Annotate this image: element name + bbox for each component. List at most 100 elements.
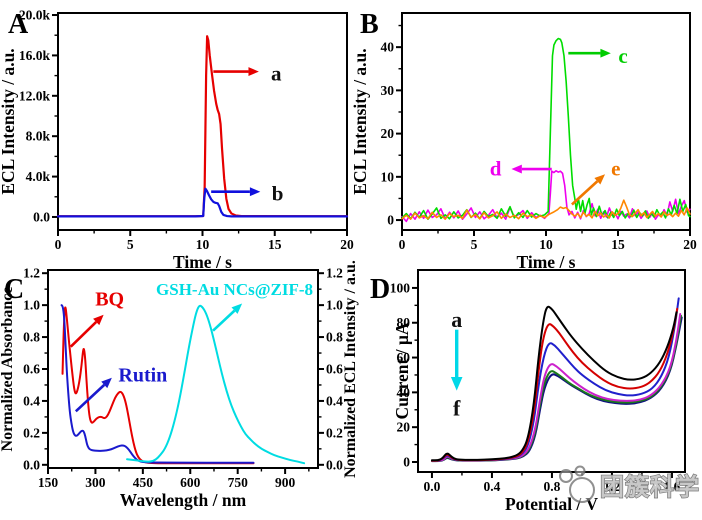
annotation-arrow-head <box>93 314 104 326</box>
annotation-arrow-head <box>249 187 261 197</box>
series-c <box>430 297 680 462</box>
y-right-tick-label: 0.6 <box>326 362 343 377</box>
y-tick-label: 1.0 <box>23 298 40 313</box>
x-axis: 0 5 10 15 20 <box>399 230 697 252</box>
annotation-label-a: a <box>451 307 462 332</box>
annotation-arrow-head <box>511 164 522 174</box>
annotation-label-gsh-au-ncs-zif-8: GSH-Au NCs@ZIF-8 <box>156 280 313 299</box>
annotation-label-e: e <box>611 157 620 181</box>
y-axis: 0 10 20 30 40 <box>381 24 402 228</box>
x-tick-label: 0.8 <box>544 479 561 494</box>
y-tick-label: 0 <box>403 454 410 469</box>
x-tick-label: 1.6 <box>664 479 681 494</box>
panel-A: 0 5 10 15 20 0.0 4.0k 8.0k 12.0k 16.0k 20.0k Time /… <box>0 8 354 272</box>
y-tick-label: 20 <box>381 126 395 141</box>
annotation-arrow-head <box>450 377 463 391</box>
y-tick-label: 40 <box>397 385 411 400</box>
annotation-label-b: b <box>272 182 284 206</box>
y-tick-label: 20.0k <box>19 8 51 23</box>
y-right-tick-label: 1.2 <box>326 266 343 281</box>
annotation-label-rutin: Rutin <box>118 365 167 387</box>
cluster-logo-icon <box>559 465 595 503</box>
y-axis-right-title: Normalized ECL Intensity / a.u. <box>342 260 359 478</box>
series-bq <box>61 306 255 465</box>
y-right-tick-label: 0.0 <box>326 457 343 472</box>
y-tick-label: 16.0k <box>19 48 51 63</box>
y-right-tick-label: 0.8 <box>326 330 343 345</box>
annotation-arrow-line <box>212 309 236 332</box>
x-tick-label: 20 <box>683 237 697 252</box>
x-tick-label: 0.0 <box>424 479 441 494</box>
y-tick-label: 100 <box>390 280 411 295</box>
x-axis-title: Time / s <box>173 252 232 272</box>
y-axis: 0 20 40 60 80 100 <box>390 280 418 469</box>
y-tick-label: 12.0k <box>19 88 51 103</box>
annotation-arrow-head <box>101 377 112 389</box>
x-tick-label: 5 <box>471 237 478 252</box>
x-tick-label: 0 <box>55 237 62 252</box>
series-c <box>401 37 691 220</box>
series-f <box>430 316 683 463</box>
y-tick-label: 40 <box>381 40 395 55</box>
x-tick-label: 0.4 <box>484 479 501 494</box>
y-axis-title: Normalized Absorbance <box>0 287 16 452</box>
panel-label-a: A <box>8 9 29 40</box>
annotation-arrow-head <box>231 303 243 314</box>
x-axis: 150 300 450 600 750 900 <box>38 468 310 490</box>
panel-label-b: B <box>360 9 379 40</box>
y-axis-title: ECL Intensity / a.u. <box>350 48 370 194</box>
x-tick-label: 15 <box>611 237 625 252</box>
y-tick-label: 10 <box>381 169 395 184</box>
plot-frame <box>47 269 319 469</box>
annotation-label-bq: BQ <box>95 289 124 311</box>
y-tick-label: 20 <box>397 420 411 435</box>
x-axis-title: Wavelength / nm <box>120 490 247 510</box>
series-a <box>430 305 678 462</box>
y-tick-label: 0.4 <box>23 393 40 408</box>
annotation-label-a: a <box>271 61 282 85</box>
y-axis-right: 0.0 0.2 0.4 0.6 0.8 1.0 1.2 <box>318 266 343 472</box>
x-tick-label: 600 <box>180 475 201 490</box>
series-e <box>430 314 682 462</box>
watermark: 团簇科学 <box>552 460 702 512</box>
x-axis-title: Time / s <box>517 252 576 272</box>
x-axis: 0.0 0.4 0.8 1.2 1.6 <box>424 472 681 494</box>
plot-frame <box>57 12 348 231</box>
y-tick-label: 4.0k <box>26 169 51 184</box>
annotation-arrow-line <box>74 383 106 413</box>
x-tick-label: 10 <box>539 237 553 252</box>
y-tick-label: 0.2 <box>23 425 40 440</box>
annotation-label-d: d <box>490 157 502 181</box>
series-b <box>56 187 349 218</box>
y-tick-label: 0.8 <box>23 330 40 345</box>
y-axis: 0.0 0.2 0.4 0.6 0.8 1.0 1.2 <box>23 266 48 472</box>
panel-B: 0 5 10 15 20 0 10 20 30 40 Time / s ECL Intensity /… <box>350 9 697 272</box>
x-axis: 0 5 10 15 20 <box>55 230 354 252</box>
y-right-tick-label: 0.2 <box>326 425 343 440</box>
x-tick-label: 5 <box>127 237 134 252</box>
annotation-label-f: f <box>453 396 461 421</box>
x-tick-label: 450 <box>133 475 154 490</box>
x-tick-label: 10 <box>196 237 210 252</box>
panel-label-d: D <box>370 274 390 305</box>
y-tick-label: 8.0k <box>26 129 51 144</box>
y-tick-label: 60 <box>397 350 411 365</box>
series-gsh-au-ncs-zif-8 <box>126 304 306 465</box>
x-tick-label: 15 <box>268 237 282 252</box>
x-tick-label: 0 <box>399 237 406 252</box>
x-tick-label: 150 <box>38 475 59 490</box>
y-axis-title: ECL Intensity / a.u. <box>0 48 18 194</box>
x-tick-label: 300 <box>85 475 106 490</box>
y-axis-title: Current / μA <box>392 322 412 419</box>
y-tick-label: 0 <box>387 213 394 228</box>
y-axis: 0.0 4.0k 8.0k 12.0k 16.0k 20.0k <box>19 8 58 224</box>
x-tick-label: 900 <box>275 475 296 490</box>
y-tick-label: 80 <box>397 315 411 330</box>
y-tick-label: 0.0 <box>23 457 40 472</box>
series-e <box>401 199 691 220</box>
plot-frame <box>401 12 691 231</box>
series-b <box>430 307 679 462</box>
watermark-text: 团簇科学 <box>600 473 700 501</box>
